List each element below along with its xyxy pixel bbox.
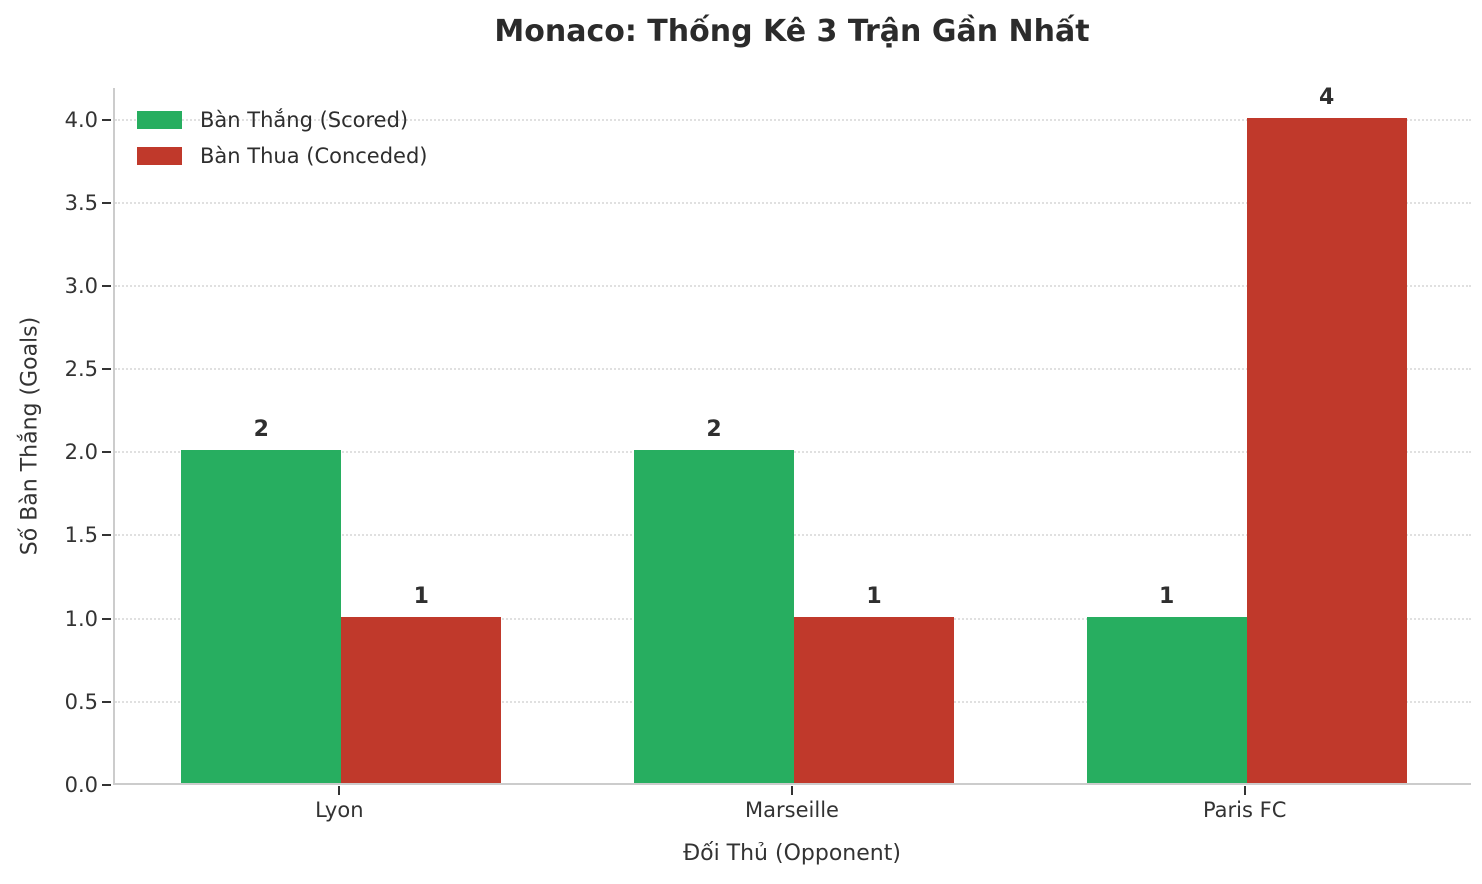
bar-conceded xyxy=(794,616,954,783)
y-tick-label: 3.0 xyxy=(64,273,98,298)
bar-conceded xyxy=(341,616,502,783)
x-tick-mark xyxy=(338,786,341,795)
y-tick-label: 3.5 xyxy=(64,190,98,215)
y-gridline xyxy=(115,201,1471,204)
legend-item-conceded: Bàn Thua (Conceded) xyxy=(137,144,428,168)
y-gridline xyxy=(115,284,1471,287)
y-tick-mark xyxy=(102,451,111,454)
y-tick-label: 2.5 xyxy=(64,357,98,382)
y-tick-mark xyxy=(102,201,111,204)
conceded-color-swatch xyxy=(137,147,182,165)
y-tick-label: 1.0 xyxy=(64,606,98,631)
bar-value-label: 1 xyxy=(1159,583,1175,609)
y-tick-label: 4.0 xyxy=(64,107,98,132)
y-tick-label: 0.5 xyxy=(64,689,98,714)
x-tick-mark xyxy=(791,786,793,795)
y-tick-mark xyxy=(102,284,111,287)
y-tick-label: 1.5 xyxy=(64,523,98,548)
bar-value-label: 1 xyxy=(866,583,882,609)
x-tick-label: Lyon xyxy=(315,798,364,822)
plot-area: 2 1 2 1 1 4 xyxy=(113,85,1471,785)
y-axis-label: Số Bàn Thắng (Goals) xyxy=(17,316,43,556)
y-tick-mark xyxy=(102,617,111,620)
y-gridline xyxy=(115,368,1471,371)
bar-scored xyxy=(181,450,342,783)
x-axis-label: Đối Thủ (Opponent) xyxy=(683,841,901,866)
bar-value-label: 1 xyxy=(413,583,429,609)
y-tick-mark xyxy=(102,784,111,786)
bar-scored xyxy=(634,450,794,783)
y-tick-mark xyxy=(102,118,111,121)
chart-title: Monaco: Thống Kê 3 Trận Gần Nhất xyxy=(494,14,1090,49)
y-tick-mark xyxy=(102,700,111,703)
bar-value-label: 2 xyxy=(253,417,269,443)
y-gridline xyxy=(115,118,1471,121)
x-tick-mark xyxy=(1243,786,1246,795)
legend-label-conceded: Bàn Thua (Conceded) xyxy=(200,144,428,168)
x-tick-label: Marseille xyxy=(745,798,839,822)
legend: Bàn Thắng (Scored) Bàn Thua (Conceded) xyxy=(137,108,428,168)
bar-value-label: 4 xyxy=(1319,84,1335,110)
y-tick-mark xyxy=(102,534,111,537)
bar-scored xyxy=(1086,616,1247,783)
legend-label-scored: Bàn Thắng (Scored) xyxy=(200,108,409,132)
bar-value-label: 2 xyxy=(706,417,722,443)
legend-item-scored: Bàn Thắng (Scored) xyxy=(137,108,428,132)
y-tick-mark xyxy=(102,368,111,371)
bar-conceded xyxy=(1246,117,1407,783)
y-tick-label: 0.0 xyxy=(64,773,98,797)
scored-color-swatch xyxy=(137,111,182,129)
y-tick-label: 2.0 xyxy=(64,440,98,465)
x-tick-label: Paris FC xyxy=(1202,798,1287,822)
